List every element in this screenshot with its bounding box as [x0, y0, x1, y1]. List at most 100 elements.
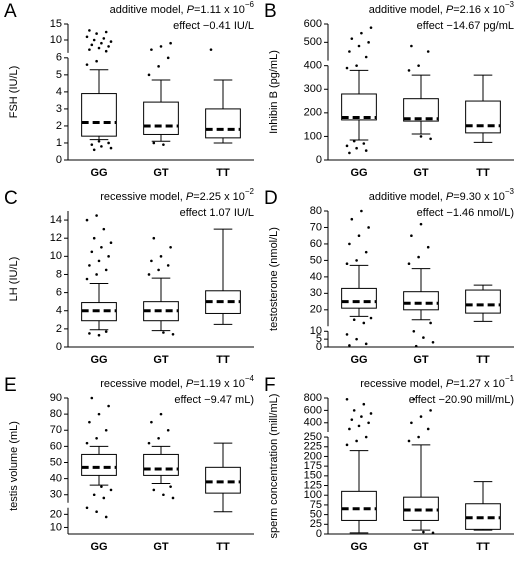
box	[205, 466, 241, 494]
outlier	[171, 333, 175, 336]
outlier	[166, 56, 170, 60]
x-tick-label: TT	[216, 354, 230, 366]
y-tick-label: 20	[310, 304, 322, 316]
outlier	[357, 424, 361, 428]
y-tick-label: 2	[56, 323, 62, 335]
outlier	[85, 506, 89, 510]
outlier	[162, 143, 165, 146]
p-text: =9.30 x 10	[453, 191, 505, 203]
outlier	[95, 437, 98, 440]
outlier	[100, 145, 103, 148]
box	[81, 93, 117, 137]
x-tick-label: GT	[413, 354, 429, 366]
box	[465, 100, 501, 134]
outlier	[431, 340, 435, 344]
y-tick-label: 14	[50, 214, 62, 226]
outlier	[348, 242, 351, 246]
outlier	[367, 41, 370, 44]
y-tick-label: 50	[50, 456, 62, 468]
outlier	[355, 146, 358, 150]
outlier	[159, 255, 163, 258]
outlier	[407, 439, 411, 443]
outlier	[159, 412, 163, 416]
outlier	[355, 337, 358, 341]
p-symbol: P	[446, 378, 454, 390]
outlier	[431, 531, 435, 535]
outlier	[109, 488, 113, 492]
y-tick-label: 40	[310, 271, 322, 283]
outlier	[88, 29, 91, 32]
outlier	[407, 262, 411, 265]
outlier	[109, 241, 113, 245]
outlier	[360, 209, 363, 213]
outlier	[109, 40, 113, 43]
effect: effect −1.46 nmol/L)	[417, 207, 514, 219]
outlier	[352, 318, 356, 321]
outlier	[107, 141, 110, 145]
outlier	[162, 331, 165, 334]
outlier	[426, 245, 430, 249]
y-tick-label: 500	[304, 36, 322, 48]
y-tick-label: 40	[50, 473, 62, 485]
y-tick-label: 10	[50, 521, 62, 533]
y-tick-label: 80	[310, 205, 322, 217]
y-tick-label: 2	[56, 120, 62, 132]
outlier	[345, 397, 349, 401]
model-text: recessive model,	[360, 378, 446, 390]
panel-letter: A	[4, 1, 17, 22]
outlier	[419, 135, 423, 138]
y-tick-label: 150	[304, 470, 322, 482]
y-tick-label: 100	[304, 130, 322, 142]
y-tick-label: 0	[56, 341, 62, 353]
y-tick-label: 250	[304, 431, 322, 443]
outlier	[407, 69, 411, 72]
effect: effect −9.47 mL)	[174, 394, 254, 406]
panel-letter: F	[264, 375, 276, 396]
outlier	[95, 273, 98, 276]
p-text: =2.16 x 10	[453, 4, 505, 16]
outlier	[90, 396, 94, 400]
outlier	[150, 259, 153, 263]
y-axis-label: testis volume (mL)	[8, 421, 20, 511]
outlier	[412, 397, 416, 401]
outlier	[100, 485, 103, 488]
outlier	[90, 250, 94, 254]
y-tick-label: 50	[310, 254, 322, 266]
outlier	[352, 139, 356, 143]
y-tick-label: 600	[304, 18, 322, 30]
annotation: additive model, P=2.16 x 10−3	[369, 0, 515, 16]
outlier	[367, 226, 370, 229]
outlier	[88, 48, 91, 51]
y-axis-label: FSH (IU/L)	[8, 66, 20, 119]
outlier	[107, 404, 110, 408]
y-axis-label: LH (IU/L)	[8, 257, 20, 302]
box	[81, 453, 117, 476]
outlier	[362, 321, 366, 325]
y-tick-label: 600	[304, 404, 322, 416]
outlier	[364, 250, 368, 254]
outlier	[97, 333, 101, 337]
p-exponent: −3	[505, 0, 515, 9]
y-tick-label: 50	[310, 509, 322, 521]
p-text: =1.19 x 10	[193, 378, 245, 390]
p-exponent: −1	[505, 374, 515, 383]
outlier	[100, 245, 103, 249]
y-tick-label: 10	[50, 250, 62, 262]
y-tick-label: 6	[56, 287, 62, 299]
y-tick-label: 10	[310, 325, 322, 337]
model-text: additive model,	[369, 4, 446, 16]
outlier	[97, 412, 101, 416]
y-axis-label: testosterone (nmol/L)	[268, 227, 280, 331]
outlier	[109, 146, 113, 150]
p-exponent: −3	[505, 187, 515, 196]
outlier	[367, 421, 370, 425]
y-tick-label: 0	[316, 341, 322, 353]
p-exponent: −2	[245, 187, 255, 196]
box	[143, 453, 179, 476]
outlier	[360, 415, 363, 418]
outlier	[422, 530, 425, 534]
y-tick-label: 70	[310, 221, 322, 233]
